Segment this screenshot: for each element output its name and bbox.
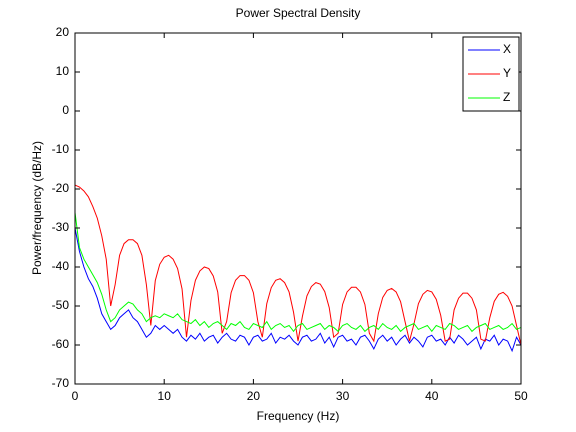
data-line	[74, 212, 522, 333]
y-tick-label: 10	[56, 64, 70, 78]
x-tick-label: 20	[247, 389, 261, 403]
y-axis-label: Power/frequency (dB/Hz)	[30, 141, 44, 275]
y-tick-label: -30	[52, 220, 70, 234]
plot-area	[75, 33, 521, 384]
data-line	[74, 184, 522, 346]
y-tick-label: 0	[62, 103, 69, 117]
y-tick-label: -70	[52, 376, 70, 390]
legend-label: Y	[503, 66, 511, 80]
x-tick-label: 10	[158, 389, 172, 403]
y-tick-label: 20	[56, 25, 70, 39]
x-tick-label: 0	[72, 389, 79, 403]
y-tick-label: -10	[52, 142, 70, 156]
x-tick-label: 50	[514, 389, 528, 403]
axes-box	[74, 32, 522, 385]
y-tick-label: -50	[52, 298, 70, 312]
x-tick-label: 40	[425, 389, 439, 403]
x-axis-label: Frequency (Hz)	[257, 409, 340, 423]
data-line	[74, 227, 522, 353]
legend-label: X	[503, 42, 511, 56]
x-tick-label: 30	[336, 389, 350, 403]
y-tick-label: -40	[52, 259, 70, 273]
chart-title: Power Spectral Density	[236, 6, 361, 20]
legend-label: Z	[503, 90, 510, 104]
y-tick-label: -60	[52, 337, 70, 351]
y-tick-label: -20	[52, 181, 70, 195]
